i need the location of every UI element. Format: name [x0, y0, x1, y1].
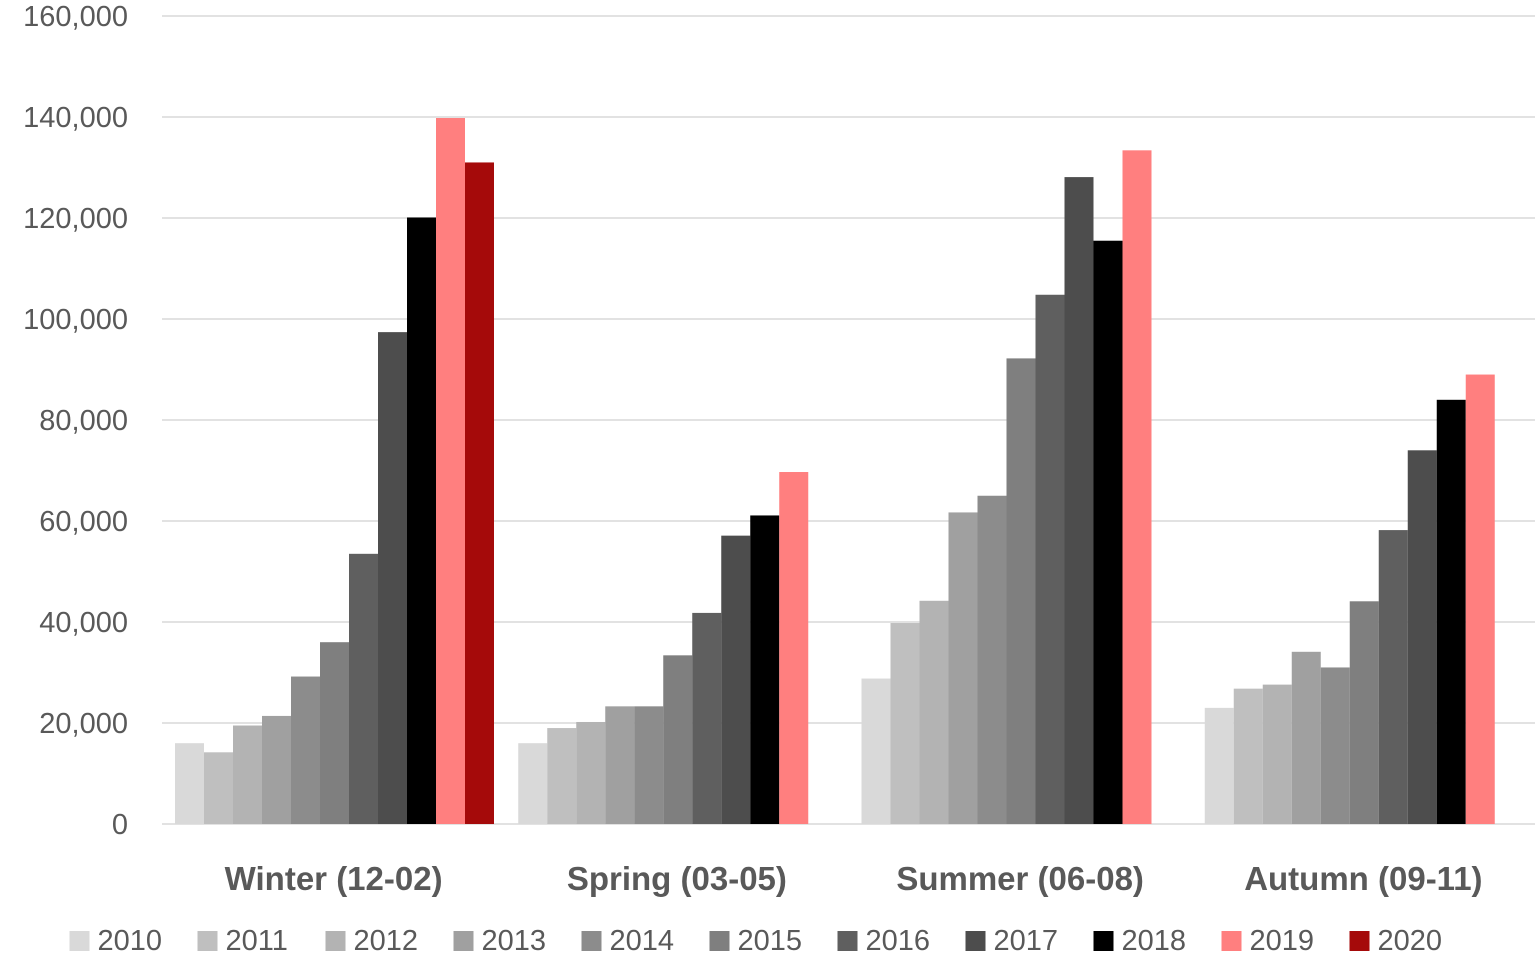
y-tick-label: 140,000	[23, 102, 128, 134]
legend-label: 2010	[98, 925, 163, 957]
bar-2014-2	[977, 495, 1007, 824]
bar-2018-0	[407, 217, 436, 824]
legend-label: 2020	[1378, 925, 1443, 957]
y-tick-label: 80,000	[39, 405, 128, 437]
y-tick-label: 60,000	[39, 506, 128, 538]
y-axis-tick-labels: 0 20,000 40,000 60,000 80,000 100,000 120,000 1…	[23, 1, 128, 841]
bar-2012-0	[233, 725, 262, 824]
y-tick-label: 0	[112, 809, 128, 841]
bar-2011-0	[204, 752, 233, 824]
legend-swatch-2018	[1093, 931, 1114, 951]
bar-2014-0	[291, 676, 320, 824]
y-tick-label: 20,000	[39, 708, 128, 740]
x-category-label: Autumn (09-11)	[1244, 860, 1482, 897]
bar-2011-3	[1233, 688, 1263, 824]
bar-2013-3	[1291, 651, 1321, 824]
bar-2015-3	[1349, 601, 1379, 824]
legend-swatch-2014	[581, 931, 602, 951]
bar-2015-0	[320, 642, 349, 824]
bar-2014-1	[634, 706, 664, 824]
bars	[175, 118, 1495, 825]
x-category-label: Winter (12-02)	[225, 860, 443, 897]
bar-2010-3	[1204, 707, 1234, 824]
x-category-label: Spring (03-05)	[567, 860, 787, 897]
bar-2019-1	[779, 472, 809, 824]
bar-2011-1	[547, 728, 577, 824]
bar-2015-2	[1006, 358, 1036, 824]
bar-2012-3	[1262, 684, 1292, 824]
y-tick-label: 100,000	[23, 304, 128, 336]
legend-swatch-2010	[69, 931, 90, 951]
x-category-label: Summer (06-08)	[896, 860, 1144, 897]
x-axis-category-labels: Winter (12-02) Spring (03-05) Summer (06-0…	[225, 860, 1483, 897]
bar-2010-0	[175, 743, 204, 824]
legend-label: 2016	[866, 925, 931, 957]
bar-2017-0	[378, 332, 407, 824]
legend-swatch-2019	[1221, 931, 1242, 951]
y-tick-label: 120,000	[23, 203, 128, 235]
legend-swatch-2016	[837, 931, 858, 951]
bar-2018-3	[1436, 399, 1466, 824]
bar-2020-0	[465, 162, 494, 824]
y-tick-label: 40,000	[39, 607, 128, 639]
bar-2013-1	[605, 706, 635, 824]
legend-swatch-2012	[325, 931, 346, 951]
legend-swatch-2017	[965, 931, 986, 951]
legend-label: 2012	[354, 925, 419, 957]
legend-swatch-2015	[709, 931, 730, 951]
bar-2018-2	[1093, 240, 1123, 825]
bar-2017-2	[1064, 177, 1094, 825]
bar-2012-2	[919, 600, 949, 824]
legend-label: 2015	[738, 925, 803, 957]
bar-2015-1	[663, 655, 693, 824]
legend: 2010 2011 2012 2013 2014 2015 2016 2017 2018 2019…	[69, 925, 1443, 957]
legend-label: 2019	[1250, 925, 1315, 957]
legend-label: 2017	[994, 925, 1059, 957]
y-tick-label: 160,000	[23, 1, 128, 33]
bar-2017-3	[1407, 450, 1437, 824]
bar-2019-0	[436, 118, 465, 824]
bar-2016-0	[349, 553, 378, 824]
legend-label: 2011	[226, 925, 288, 957]
legend-swatch-2011	[197, 931, 218, 951]
legend-label: 2014	[610, 925, 675, 957]
bar-2014-3	[1320, 667, 1350, 824]
legend-swatch-2020	[1349, 931, 1370, 951]
bar-2018-1	[750, 515, 780, 824]
bar-2010-2	[861, 678, 891, 824]
bar-2016-3	[1378, 530, 1408, 824]
bar-2019-2	[1122, 150, 1152, 824]
bar-2012-1	[576, 721, 606, 824]
bar-2016-2	[1035, 294, 1065, 824]
legend-swatch-2013	[453, 931, 474, 951]
bar-2019-3	[1465, 374, 1495, 824]
bar-2011-2	[890, 623, 920, 824]
legend-label: 2018	[1122, 925, 1187, 957]
bar-2017-1	[721, 535, 751, 824]
legend-label: 2013	[482, 925, 547, 957]
bar-2013-2	[948, 512, 978, 824]
bar-2013-0	[262, 715, 291, 824]
bar-2010-1	[518, 743, 548, 824]
bar-2016-1	[692, 612, 722, 824]
